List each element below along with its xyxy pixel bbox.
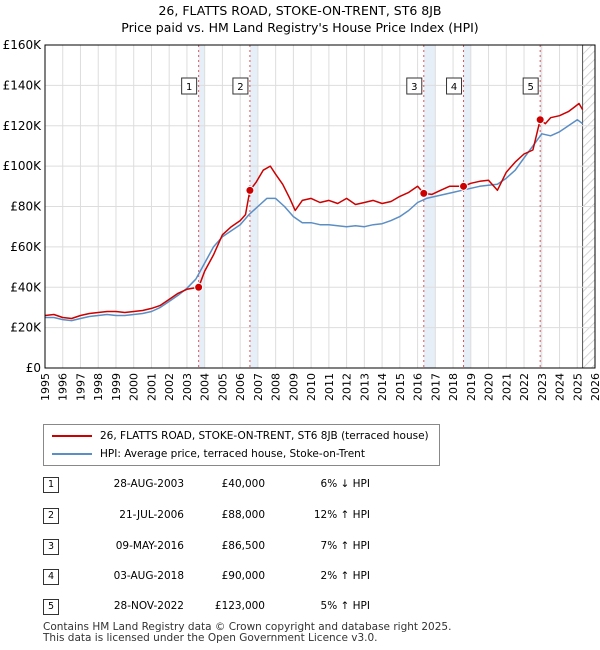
x-tick-label: 2023 bbox=[536, 373, 549, 401]
x-tick-label: 2020 bbox=[483, 373, 496, 401]
table-row: 4 03-AUG-2018 £90,000 2% ↑ HPI bbox=[0, 566, 600, 586]
legend-item-property: 26, FLATTS ROAD, STOKE-ON-TRENT, ST6 8JB… bbox=[52, 428, 429, 444]
x-tick-label: 2000 bbox=[128, 373, 141, 401]
transaction-date: 03-AUG-2018 bbox=[113, 570, 184, 582]
transaction-marker bbox=[245, 185, 255, 195]
transaction-number: 2 bbox=[43, 508, 59, 524]
x-tick-label: 2025 bbox=[571, 373, 584, 401]
x-tick-label: 1995 bbox=[39, 373, 52, 401]
transaction-label-text: 1 bbox=[186, 82, 192, 93]
transaction-label-text: 4 bbox=[451, 82, 457, 93]
transaction-date: 09-MAY-2016 bbox=[115, 540, 184, 552]
x-tick-label: 2006 bbox=[234, 373, 247, 401]
plot-frame bbox=[44, 44, 596, 369]
x-tick-label: 1996 bbox=[57, 373, 70, 401]
footer-copyright: Contains HM Land Registry data © Crown c… bbox=[43, 621, 452, 633]
x-tick-label: 1997 bbox=[74, 373, 87, 401]
x-tick-label: 1999 bbox=[110, 373, 123, 401]
legend-label-hpi: HPI: Average price, terraced house, Stok… bbox=[100, 448, 365, 460]
y-tick-label: £80K bbox=[10, 200, 42, 214]
transaction-marker bbox=[459, 181, 469, 191]
x-tick-label: 2009 bbox=[287, 373, 300, 401]
x-tick-label: 2005 bbox=[216, 373, 229, 401]
transaction-marker bbox=[419, 188, 429, 198]
transaction-hpi: 5% ↑ HPI bbox=[320, 600, 370, 612]
transaction-number: 5 bbox=[43, 599, 59, 615]
transaction-number: 3 bbox=[43, 539, 59, 555]
transaction-label-text: 2 bbox=[237, 82, 243, 93]
legend-item-hpi: HPI: Average price, terraced house, Stok… bbox=[52, 446, 365, 462]
y-tick-label: £40K bbox=[10, 280, 42, 294]
transaction-price: £40,000 bbox=[221, 478, 265, 490]
x-tick-label: 2014 bbox=[376, 373, 389, 401]
y-tick-label: £140K bbox=[3, 78, 43, 92]
transaction-number: 4 bbox=[43, 569, 59, 585]
transaction-date: 21-JUL-2006 bbox=[119, 509, 184, 521]
transaction-price: £86,500 bbox=[221, 540, 265, 552]
transaction-marker bbox=[194, 282, 204, 292]
transaction-label-box bbox=[232, 77, 249, 95]
transaction-price: £88,000 bbox=[221, 509, 265, 521]
x-tick-label: 2026 bbox=[589, 373, 600, 401]
transaction-number: 1 bbox=[43, 477, 59, 493]
x-tick-label: 2001 bbox=[145, 373, 158, 401]
x-tick-label: 1998 bbox=[92, 373, 105, 401]
y-tick-label: £20K bbox=[10, 321, 42, 335]
x-tick-label: 2011 bbox=[323, 373, 336, 401]
x-tick-label: 2019 bbox=[465, 373, 478, 401]
x-tick-label: 2017 bbox=[429, 373, 442, 401]
transaction-hpi: 12% ↑ HPI bbox=[313, 509, 370, 521]
x-tick-label: 2004 bbox=[199, 373, 212, 401]
transaction-date: 28-AUG-2003 bbox=[113, 478, 184, 490]
y-tick-label: £0 bbox=[26, 361, 41, 375]
x-tick-label: 2021 bbox=[500, 373, 513, 401]
x-tick-label: 2013 bbox=[358, 373, 371, 401]
table-row: 3 09-MAY-2016 £86,500 7% ↑ HPI bbox=[0, 536, 600, 556]
legend-swatch-property bbox=[52, 435, 92, 437]
x-tick-label: 2003 bbox=[181, 373, 194, 401]
x-tick-label: 2002 bbox=[163, 373, 176, 401]
x-tick-label: 2015 bbox=[394, 373, 407, 401]
transaction-hpi: 6% ↓ HPI bbox=[320, 478, 370, 490]
transaction-label-text: 5 bbox=[527, 82, 533, 93]
x-tick-label: 2018 bbox=[447, 373, 460, 401]
legend: 26, FLATTS ROAD, STOKE-ON-TRENT, ST6 8JB… bbox=[43, 424, 440, 466]
y-tick-label: £100K bbox=[3, 159, 43, 173]
transaction-label-box bbox=[446, 77, 463, 95]
x-tick-label: 2016 bbox=[412, 373, 425, 401]
price-chart: 1 2 3 4 5 £0 £20K £40K £60K £80K £100K £120K £140K £… bbox=[3, 38, 600, 401]
property-price-line bbox=[45, 102, 584, 320]
x-tick-label: 2012 bbox=[341, 373, 354, 401]
transaction-price: £123,000 bbox=[214, 600, 265, 612]
transaction-marker bbox=[535, 115, 545, 125]
transaction-hpi: 7% ↑ HPI bbox=[320, 540, 370, 552]
legend-swatch-hpi bbox=[52, 453, 92, 455]
table-row: 1 28-AUG-2003 £40,000 6% ↓ HPI bbox=[0, 474, 600, 494]
transaction-hpi: 2% ↑ HPI bbox=[320, 570, 370, 582]
y-tick-label: £60K bbox=[10, 240, 42, 254]
transaction-date: 28-NOV-2022 bbox=[113, 600, 184, 612]
y-tick-label: £160K bbox=[3, 38, 43, 52]
x-tick-label: 2010 bbox=[305, 373, 318, 401]
x-tick-label: 2022 bbox=[518, 373, 531, 401]
x-tick-label: 2007 bbox=[252, 373, 265, 401]
legend-label-property: 26, FLATTS ROAD, STOKE-ON-TRENT, ST6 8JB… bbox=[100, 430, 429, 442]
chart-subtitle: Price paid vs. HM Land Registry's House … bbox=[121, 20, 479, 35]
table-row: 5 28-NOV-2022 £123,000 5% ↑ HPI bbox=[0, 596, 600, 616]
transaction-label-box bbox=[181, 77, 198, 95]
table-row: 2 21-JUL-2006 £88,000 12% ↑ HPI bbox=[0, 505, 600, 525]
x-tick-label: 2024 bbox=[554, 373, 567, 401]
transaction-price: £90,000 bbox=[221, 570, 265, 582]
footer-licence: This data is licensed under the Open Gov… bbox=[43, 632, 378, 644]
y-tick-label: £120K bbox=[3, 119, 43, 133]
transaction-label-box bbox=[522, 77, 539, 95]
transaction-label-text: 3 bbox=[411, 82, 417, 93]
chart-title: 26, FLATTS ROAD, STOKE-ON-TRENT, ST6 8JB bbox=[158, 3, 442, 18]
transaction-label-box bbox=[406, 77, 423, 95]
hpi-line bbox=[45, 118, 584, 322]
x-tick-label: 2008 bbox=[270, 373, 283, 401]
